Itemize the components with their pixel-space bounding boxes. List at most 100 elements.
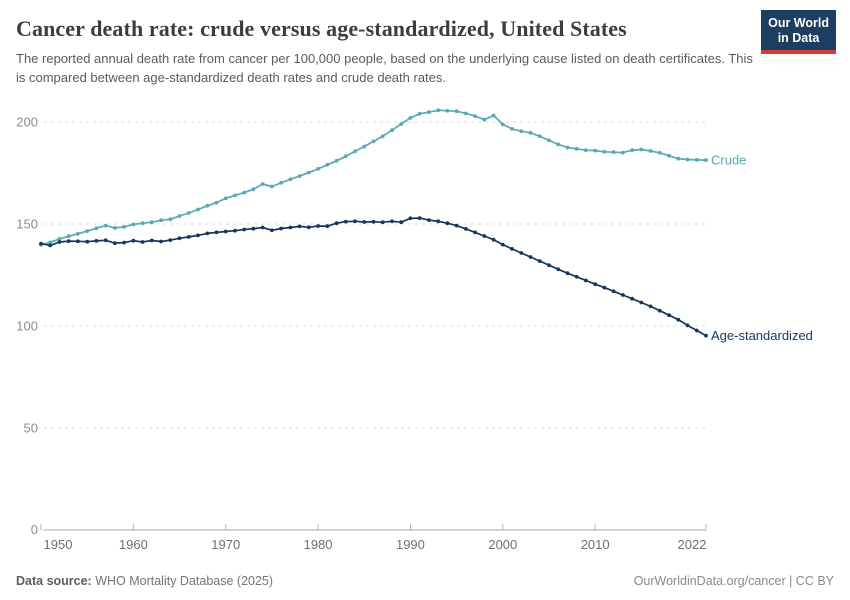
series-point [390, 128, 394, 133]
series-point [519, 129, 524, 134]
series-point [454, 109, 459, 114]
series-point [159, 239, 164, 244]
series-point [214, 200, 219, 205]
series-point [621, 293, 625, 297]
series-point [584, 278, 588, 283]
series-point [500, 122, 505, 127]
series-point [648, 304, 653, 309]
series-point [464, 227, 468, 231]
series-point [417, 111, 422, 116]
series-point [537, 259, 542, 263]
series-point [694, 328, 699, 333]
series-point [639, 147, 644, 152]
series-point [602, 285, 607, 290]
series-point [103, 238, 108, 243]
series-point [491, 113, 496, 118]
series-point [621, 150, 625, 155]
series-point [186, 211, 191, 215]
series-point [436, 108, 441, 113]
series-point [399, 122, 404, 126]
y-tick-label: 200 [16, 115, 38, 130]
series-point [122, 225, 126, 229]
series-point [611, 150, 616, 155]
series-point [334, 158, 339, 163]
series-point [639, 300, 644, 305]
series-point [371, 219, 376, 224]
x-tick-label: 1980 [304, 537, 333, 552]
series-point [500, 242, 505, 247]
series-point [279, 226, 283, 231]
series-point [306, 170, 311, 175]
owid-logo-line2: in Data [777, 31, 820, 45]
series-point [454, 223, 459, 228]
series-age-standardized[interactable]: Age-standardized [39, 216, 813, 343]
series-point [427, 218, 431, 223]
series-point [48, 243, 53, 248]
series-point [205, 203, 210, 208]
series-point [648, 149, 653, 153]
series-point [427, 110, 431, 115]
series-point [168, 238, 173, 243]
series-point [380, 220, 385, 225]
series-point [85, 229, 90, 234]
series-point [491, 237, 496, 242]
series-point [343, 154, 348, 159]
series-point [593, 148, 598, 153]
series-point [473, 114, 477, 118]
series-point [556, 142, 561, 147]
series-crude[interactable]: Crude [39, 108, 746, 247]
series-point [399, 220, 404, 225]
data-source-label: Data source: [16, 574, 92, 588]
series-point [408, 216, 413, 221]
series-point [260, 225, 265, 230]
series-point [223, 229, 228, 234]
series-point [436, 219, 441, 224]
series-line-age-standardized [40, 217, 707, 337]
series-point [574, 147, 579, 151]
series-point [251, 187, 256, 192]
series-point [76, 231, 80, 236]
x-axis: 1950 1960 1970 1980 1990 2000 2010 2022 [40, 524, 707, 552]
series-point [685, 157, 690, 162]
series-point [66, 234, 71, 239]
series-label-crude[interactable]: Crude [711, 153, 746, 168]
series-point [408, 116, 413, 120]
series-point [103, 223, 108, 228]
series-point [270, 184, 274, 189]
series-point [445, 221, 450, 226]
series-point [122, 240, 126, 245]
series-point [584, 148, 588, 153]
series-point [390, 219, 394, 224]
series-point [676, 317, 681, 322]
series-point [482, 234, 487, 238]
series-point [528, 255, 533, 259]
series-point [214, 230, 219, 235]
page-title: Cancer death rate: crude versus age-stan… [16, 16, 627, 41]
x-tick-label: 2022 [678, 537, 707, 552]
series-point [482, 117, 487, 122]
series-point [223, 196, 228, 201]
series-point [510, 247, 514, 251]
owid-logo: Our World in Data [761, 10, 836, 54]
series-point [94, 226, 99, 231]
series-point [279, 180, 283, 185]
y-tick-label: 150 [16, 217, 38, 232]
series-point [630, 296, 634, 301]
series-point [343, 219, 348, 224]
series-point [242, 227, 247, 232]
series-label-age-standardized[interactable]: Age-standardized [711, 328, 813, 343]
series-point [334, 221, 339, 226]
series-point [657, 308, 662, 313]
series-point [233, 193, 237, 198]
series-point [353, 219, 357, 224]
series-point [196, 207, 200, 212]
series-point [196, 233, 200, 238]
series-point [380, 134, 385, 139]
series-point [251, 226, 256, 231]
series-point [556, 267, 561, 272]
chart-subtitle: The reported annual death rate from canc… [16, 51, 753, 85]
series-point [57, 240, 62, 244]
series-point [510, 126, 514, 131]
